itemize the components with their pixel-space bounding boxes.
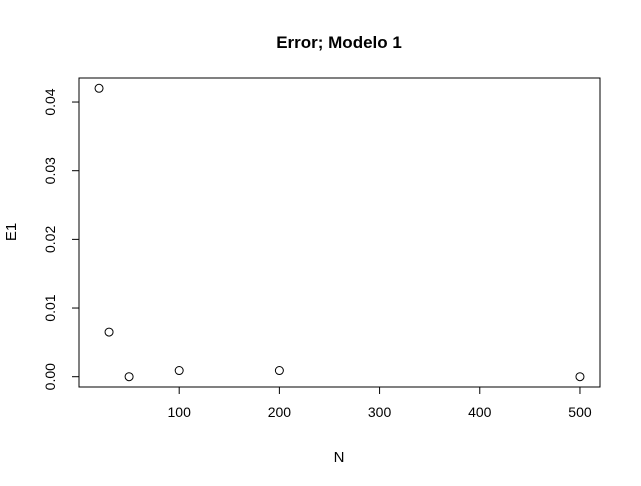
x-tick-label: 100	[168, 404, 192, 420]
x-tick-label: 500	[568, 404, 592, 420]
x-tick-label: 200	[268, 404, 292, 420]
data-points	[94, 83, 585, 382]
x-axis-title: N	[334, 449, 345, 466]
data-point	[174, 366, 184, 376]
data-point	[104, 327, 114, 337]
data-point	[124, 372, 134, 382]
chart-title: Error; Modelo 1	[276, 33, 402, 52]
data-point	[94, 83, 104, 93]
y-tick-label: 0.04	[42, 88, 58, 115]
x-tick-label: 400	[468, 404, 492, 420]
plot-frame	[78, 77, 601, 388]
y-tick-label: 0.00	[42, 363, 58, 390]
x-axis: 100 200 300 400 500	[168, 386, 592, 420]
y-axis-title: E1	[3, 223, 20, 241]
y-tick-label: 0.03	[42, 157, 58, 184]
y-axis: 0.00 0.01 0.02 0.03 0.04	[42, 88, 80, 390]
y-tick-label: 0.01	[42, 294, 58, 321]
x-tick-label: 300	[368, 404, 392, 420]
y-tick-label: 0.02	[42, 226, 58, 253]
data-point	[274, 366, 284, 376]
data-point	[575, 372, 585, 382]
